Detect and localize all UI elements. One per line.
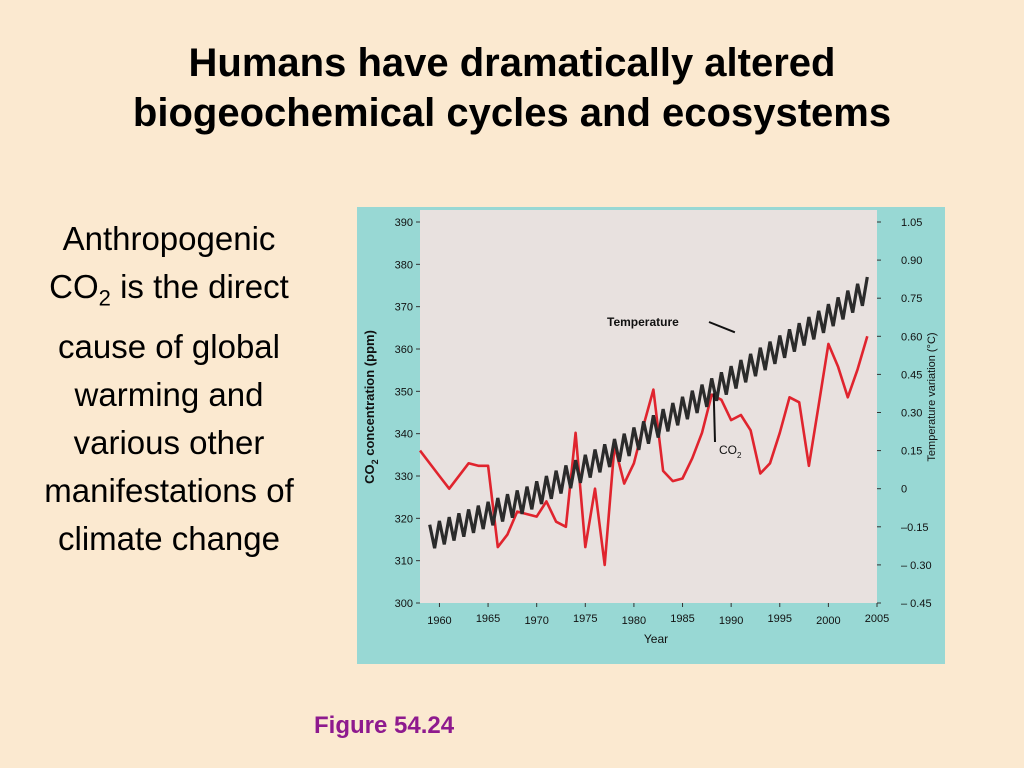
left-axis-tick-label: 380: [395, 259, 413, 271]
chart: 300 310 320 330 340 350 360 370 380 390 1.05 0.90 0.…: [362, 210, 938, 646]
x-axis-tick-label: 1985: [670, 613, 694, 625]
title-line-1: Humans have dramatically altered: [188, 41, 836, 85]
left-axis-tick-label: 310: [395, 556, 413, 568]
title-line-2: biogeochemical cycles and ecosystems: [132, 91, 892, 135]
left-axis-tick-label: 360: [395, 344, 413, 356]
x-axis-tick-label: 1980: [622, 615, 646, 627]
left-axis-tick-label: 390: [395, 217, 413, 229]
right-axis-tick-label: 0.75: [901, 293, 922, 305]
co2-leader-line: [712, 393, 716, 443]
x-axis-tick-label: 1995: [768, 613, 792, 625]
co2-line: [428, 276, 869, 549]
right-axis-tick-label: 0.60: [901, 331, 922, 343]
left-axis-tick-label: 320: [395, 513, 413, 525]
right-axis-title: Temperature variation (°C): [926, 332, 938, 461]
left-axis-tick-label: 340: [395, 429, 413, 441]
x-axis-tick-label: 1960: [427, 615, 451, 627]
x-axis-tick-label: 1990: [719, 615, 743, 627]
x-axis-tick-label: 1965: [476, 613, 500, 625]
left-axis-tick-label: 330: [395, 471, 413, 483]
left-axis-tick-label: 350: [395, 386, 413, 398]
right-axis-tick-label: 0: [901, 484, 907, 496]
body-text-suffix: is the direct cause of global warming an…: [44, 268, 294, 557]
body-text-prefix: Anthropogenic: [62, 220, 276, 257]
right-axis-tick-label: 1.05: [901, 217, 922, 229]
x-axis-tick-label: 1970: [524, 615, 548, 627]
body-text: Anthropogenic CO2 is the direct cause of…: [30, 215, 308, 563]
left-axis-title-subscript: 2: [370, 459, 380, 464]
figure-caption: Figure 54.24: [314, 712, 455, 739]
slide-title: Humans have dramatically altered biogeoc…: [0, 38, 1024, 138]
x-axis-tick-label: 2005: [865, 613, 889, 625]
right-axis-tick-label: 0.30: [901, 408, 922, 420]
left-axis-tick-label: 300: [395, 598, 413, 610]
right-axis-tick-label: 0.45: [901, 369, 922, 381]
right-axis-tick-label: 0.15: [901, 446, 922, 458]
x-axis-tick-label: 2000: [816, 615, 840, 627]
co2-label-main: CO: [719, 443, 737, 457]
co2-label: CO2: [719, 443, 742, 460]
x-axis-tick-label: 1975: [573, 613, 597, 625]
body-text-subscript: 2: [98, 285, 111, 311]
right-axis-tick-label: –0.15: [901, 522, 929, 534]
temperature-line: [418, 335, 869, 567]
right-axis-tick-label: 0.90: [901, 255, 922, 267]
temperature-label: Temperature: [607, 315, 679, 329]
x-axis-title: Year: [644, 632, 668, 646]
right-axis-tick-label: – 0.45: [901, 598, 932, 610]
co2-label-subscript: 2: [737, 451, 742, 460]
body-text-co2: CO: [49, 268, 99, 305]
chart-panel: 300 310 320 330 340 350 360 370 380 390 1.05 0.90 0.…: [357, 207, 945, 664]
temperature-leader-line: [708, 321, 736, 334]
left-axis-title-main: CO: [362, 464, 377, 484]
left-axis-title: CO2 concentration (ppm): [362, 330, 380, 484]
right-axis-tick-label: – 0.30: [901, 560, 932, 572]
left-axis-title-rest: concentration (ppm): [362, 330, 377, 459]
left-axis-tick-label: 370: [395, 302, 413, 314]
